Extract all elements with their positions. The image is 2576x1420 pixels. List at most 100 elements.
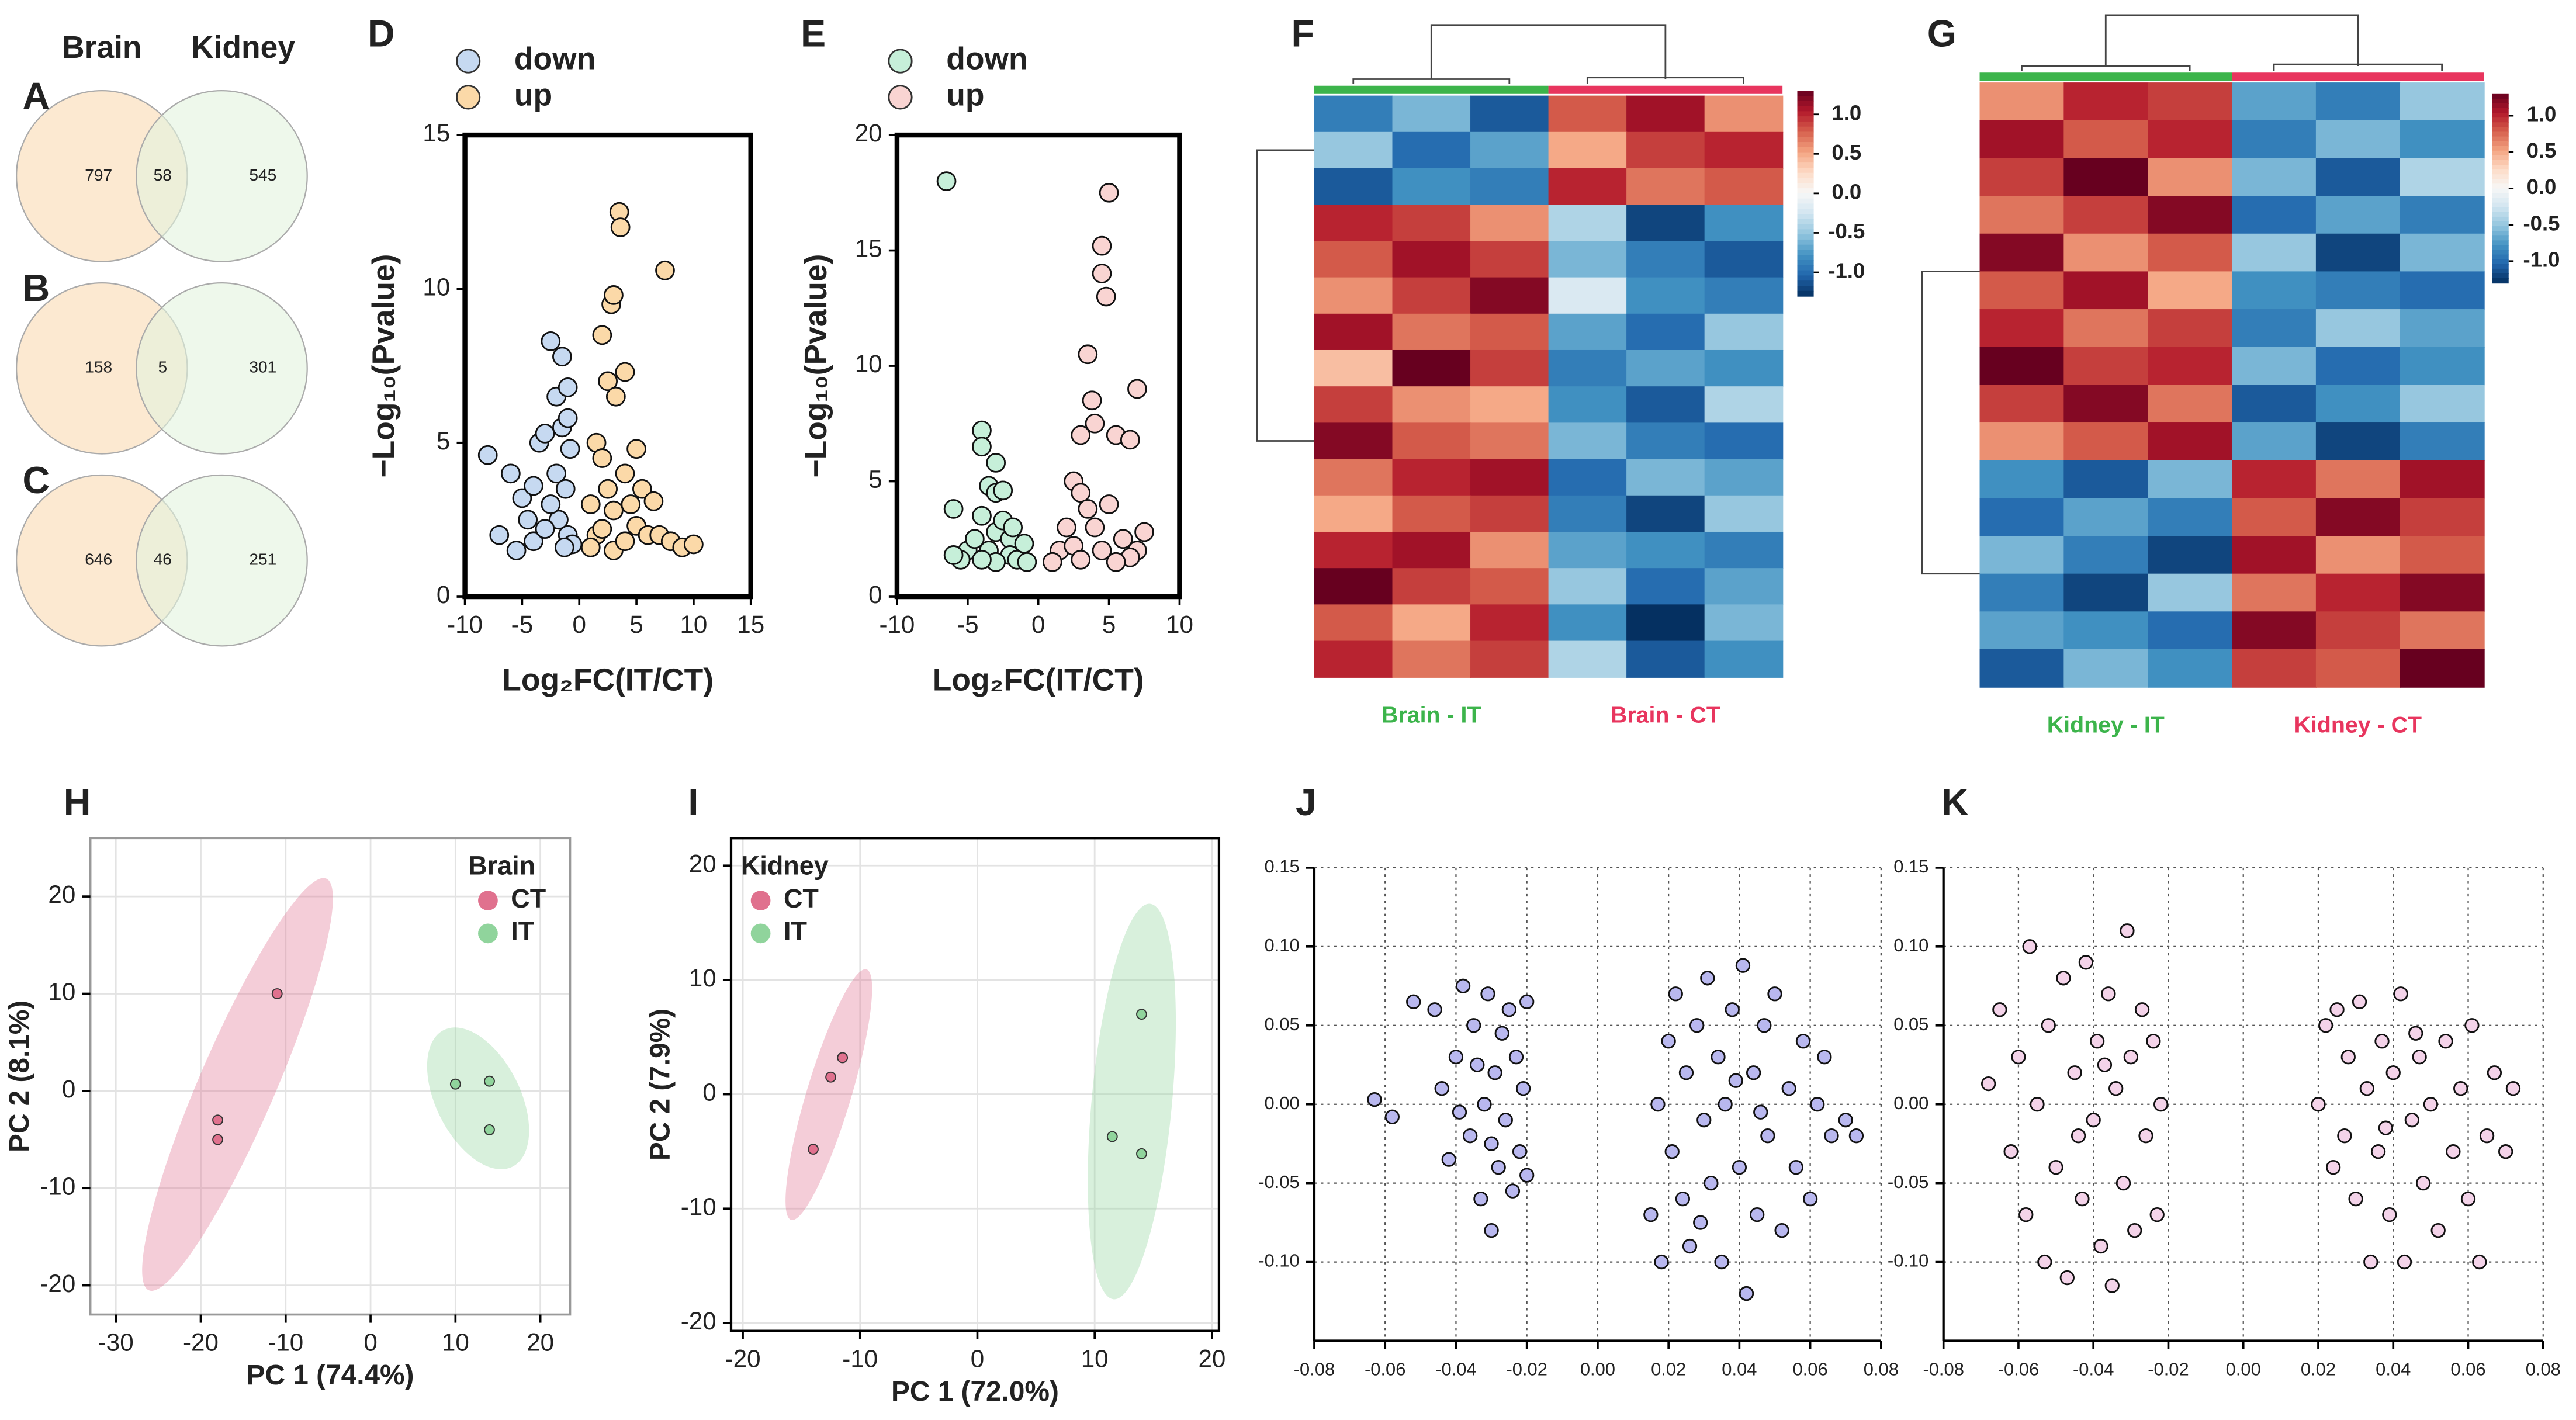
data-point bbox=[1092, 264, 1112, 283]
data-point bbox=[1654, 1254, 1669, 1270]
heatmap-cell bbox=[2400, 82, 2485, 121]
heatmap-cell bbox=[2315, 422, 2401, 461]
data-point bbox=[993, 480, 1013, 501]
heatmap-cell bbox=[1626, 422, 1705, 460]
x-tick-label: -10 bbox=[268, 1328, 303, 1356]
y-axis-label: −Log₁₀(Pvalue) bbox=[799, 254, 833, 478]
legend-label: CT bbox=[784, 884, 819, 913]
legend-marker bbox=[750, 923, 771, 944]
colorbar-step bbox=[2492, 165, 2509, 171]
data-point bbox=[524, 531, 543, 552]
venn-count: 797 bbox=[85, 166, 112, 184]
heatmap-cell bbox=[2148, 611, 2233, 650]
data-point bbox=[2337, 1128, 2352, 1144]
colorbar-step bbox=[2492, 254, 2509, 260]
data-point bbox=[1732, 1159, 1747, 1175]
colorbar-step bbox=[1797, 198, 1814, 205]
data-point bbox=[484, 1075, 495, 1087]
heatmap-cell bbox=[2063, 233, 2149, 272]
colorbar-step bbox=[2492, 226, 2509, 232]
heatmap-cell bbox=[1470, 349, 1549, 387]
data-point bbox=[1484, 1222, 1499, 1238]
x-tick-label: -5 bbox=[511, 611, 533, 638]
data-point bbox=[2505, 1081, 2521, 1096]
y-tick-label: 0.10 bbox=[1893, 935, 1928, 955]
legend-label: down bbox=[946, 42, 1027, 77]
data-point bbox=[1519, 994, 1535, 1009]
heatmap-cell bbox=[2232, 611, 2317, 650]
heatmap-cell bbox=[1314, 277, 1393, 314]
data-point bbox=[2363, 1254, 2378, 1270]
x-tick-label: 10 bbox=[1166, 611, 1193, 638]
data-point bbox=[643, 491, 664, 511]
legend-label: IT bbox=[784, 916, 807, 946]
set-label: Brain bbox=[62, 30, 142, 65]
data-point bbox=[2415, 1175, 2431, 1191]
heatmap-cell bbox=[2148, 120, 2233, 159]
colorbar-step bbox=[1797, 244, 1814, 251]
data-point bbox=[1714, 1254, 1729, 1270]
colorbar-tick-label: -0.5 bbox=[2523, 211, 2560, 235]
heatmap-cell bbox=[1470, 205, 1549, 242]
data-point bbox=[1643, 1207, 1659, 1222]
heatmap-cell bbox=[2063, 309, 2149, 348]
colorbar-tick-label: -1.0 bbox=[1828, 259, 1865, 283]
heatmap-cell bbox=[1314, 459, 1393, 496]
data-point bbox=[2093, 1238, 2108, 1254]
x-tick-label: -0.02 bbox=[1506, 1359, 1547, 1379]
colorbar-step bbox=[2492, 198, 2509, 203]
data-point bbox=[837, 1052, 849, 1064]
heatmap-cell bbox=[1392, 422, 1471, 460]
heatmap-cell bbox=[1979, 233, 2065, 272]
heatmap-cell bbox=[1704, 640, 1784, 678]
heatmap-cell bbox=[1626, 205, 1705, 242]
colorbar-step bbox=[1797, 219, 1814, 225]
colorbar-step bbox=[1797, 239, 1814, 245]
legend-marker bbox=[888, 49, 913, 74]
data-point bbox=[1512, 1144, 1528, 1159]
data-point bbox=[1099, 182, 1119, 203]
data-point bbox=[500, 463, 521, 484]
x-tick-label: -30 bbox=[98, 1328, 134, 1356]
heatmap-cell bbox=[2063, 385, 2149, 424]
heatmap-cell bbox=[1979, 573, 2065, 612]
colorbar-step bbox=[1797, 131, 1814, 138]
heatmap-cell bbox=[1626, 459, 1705, 496]
y-tick-label: 0.00 bbox=[1265, 1093, 1300, 1113]
colorbar-step bbox=[2492, 98, 2509, 105]
heatmap-cell bbox=[1470, 459, 1549, 496]
x-tick-label: 0.00 bbox=[1580, 1359, 1615, 1379]
heatmap-cell bbox=[2315, 611, 2401, 650]
y-axis-label: PC 2 (7.9%) bbox=[645, 1009, 676, 1161]
heatmap-cell bbox=[2400, 536, 2485, 574]
heatmap-cell bbox=[2063, 271, 2149, 310]
data-point bbox=[604, 285, 624, 305]
heatmap-cell bbox=[2232, 573, 2317, 612]
data-point bbox=[2071, 1128, 2086, 1144]
data-point bbox=[1753, 1104, 1768, 1120]
heatmap-cell bbox=[1626, 349, 1705, 387]
x-tick-label: -0.04 bbox=[1435, 1359, 1476, 1379]
data-point bbox=[1092, 541, 1112, 560]
data-point bbox=[1519, 1168, 1535, 1183]
data-point bbox=[2030, 1097, 2045, 1112]
data-point bbox=[2022, 939, 2037, 954]
colorbar-tick-label: 0.5 bbox=[2527, 138, 2557, 162]
heatmap-cell bbox=[1548, 277, 1628, 314]
data-point bbox=[2325, 1159, 2341, 1175]
colorbar-step bbox=[2492, 273, 2509, 279]
heatmap-cell bbox=[2400, 120, 2485, 159]
heatmap-cell bbox=[2063, 649, 2149, 688]
heatmap-cell bbox=[1392, 131, 1471, 169]
data-point bbox=[2120, 923, 2135, 938]
heatmap-cell bbox=[1626, 531, 1705, 569]
data-point bbox=[1057, 517, 1076, 538]
confidence-ellipse bbox=[1088, 903, 1176, 1300]
data-point bbox=[1774, 1222, 1789, 1238]
y-tick-label: -0.05 bbox=[1258, 1172, 1299, 1192]
heatmap-cell bbox=[2148, 422, 2233, 461]
plot-frame bbox=[729, 837, 1221, 1332]
colorbar-step bbox=[2492, 131, 2509, 137]
colorbar-step bbox=[1797, 183, 1814, 189]
heatmap-cell bbox=[1626, 168, 1705, 206]
